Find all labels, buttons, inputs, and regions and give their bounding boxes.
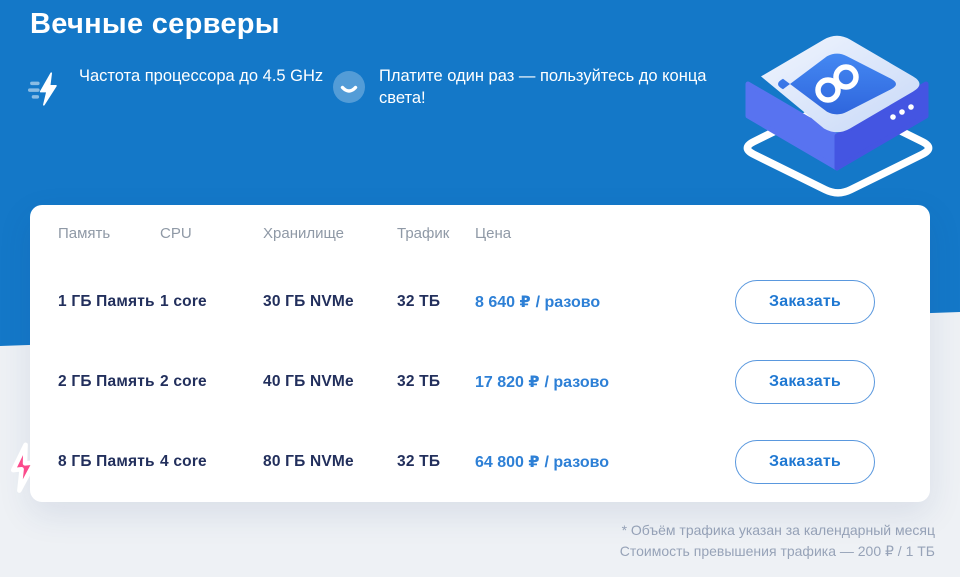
traffic-cell: 32 ТБ [397, 373, 441, 390]
storage-cell: 30 ГБ NVMe [263, 293, 354, 310]
price-cell: 64 800 ₽ / разово [475, 452, 735, 472]
traffic-cell: 32 ТБ [397, 293, 441, 310]
cpu-cell: 4 core [160, 453, 207, 470]
table-header-row: Память CPU Хранилище Трафик Цена [30, 205, 930, 262]
footnote-overage-price: Стоимость превышения трафика — 200 ₽ / 1… [619, 543, 935, 559]
column-header-cpu: CPU [160, 225, 192, 242]
smile-icon [332, 70, 366, 109]
page-title: Вечные серверы [30, 8, 280, 40]
price-amount: 17 820 ₽ [475, 374, 540, 391]
column-header-price: Цена [475, 225, 512, 242]
price-suffix: / разово [544, 374, 609, 391]
table-row-highlighted: 8 ГБ Память 4 core 80 ГБ NVMe 32 ТБ 64 8… [30, 422, 930, 502]
highlight-bolt-icon [4, 441, 44, 495]
column-header-memory: Память [58, 225, 111, 242]
feature-pay-once: Платите один раз — пользуйтесь до конца … [332, 66, 732, 110]
feature-cpu-frequency: Частота процессора до 4.5 GHz [28, 66, 358, 113]
memory-cell: 8 ГБ Память [58, 453, 155, 470]
feature-pay-once-text: Платите один раз — пользуйтесь до конца … [379, 67, 707, 107]
footnotes: * Объём трафика указан за календарный ме… [620, 520, 935, 562]
price-suffix: / разово [544, 454, 609, 471]
price-cell: 17 820 ₽ / разово [475, 372, 735, 392]
memory-cell: 1 ГБ Память [58, 293, 155, 310]
price-amount: 64 800 ₽ [475, 454, 540, 471]
table-row: 2 ГБ Память 2 core 40 ГБ NVMe 32 ТБ 17 8… [30, 342, 930, 422]
storage-cell: 80 ГБ NVMe [263, 453, 354, 470]
order-button[interactable]: Заказать [735, 440, 875, 484]
feature-cpu-frequency-text: Частота процессора до 4.5 GHz [79, 67, 324, 85]
price-suffix: / разово [535, 294, 601, 311]
order-button[interactable]: Заказать [735, 280, 875, 324]
lightning-speed-icon [28, 70, 66, 113]
order-button[interactable]: Заказать [735, 360, 875, 404]
column-header-storage: Хранилище [263, 225, 344, 242]
table-row: 1 ГБ Память 1 core 30 ГБ NVMe 32 ТБ 8 64… [30, 262, 930, 342]
storage-cell: 40 ГБ NVMe [263, 373, 354, 390]
price-amount: 8 640 ₽ [475, 294, 531, 311]
cpu-cell: 2 core [160, 373, 207, 390]
column-header-traffic: Трафик [397, 225, 450, 242]
server-infinity-illustration [718, 14, 960, 212]
traffic-cell: 32 ТБ [397, 453, 441, 470]
cpu-cell: 1 core [160, 293, 207, 310]
footnote-traffic-volume: * Объём трафика указан за календарный ме… [621, 522, 935, 538]
price-cell: 8 640 ₽ / разово [475, 292, 735, 312]
infinity-icon [815, 64, 859, 103]
memory-cell: 2 ГБ Память [58, 373, 155, 390]
pricing-card: Память CPU Хранилище Трафик Цена 1 ГБ Па… [30, 205, 930, 502]
